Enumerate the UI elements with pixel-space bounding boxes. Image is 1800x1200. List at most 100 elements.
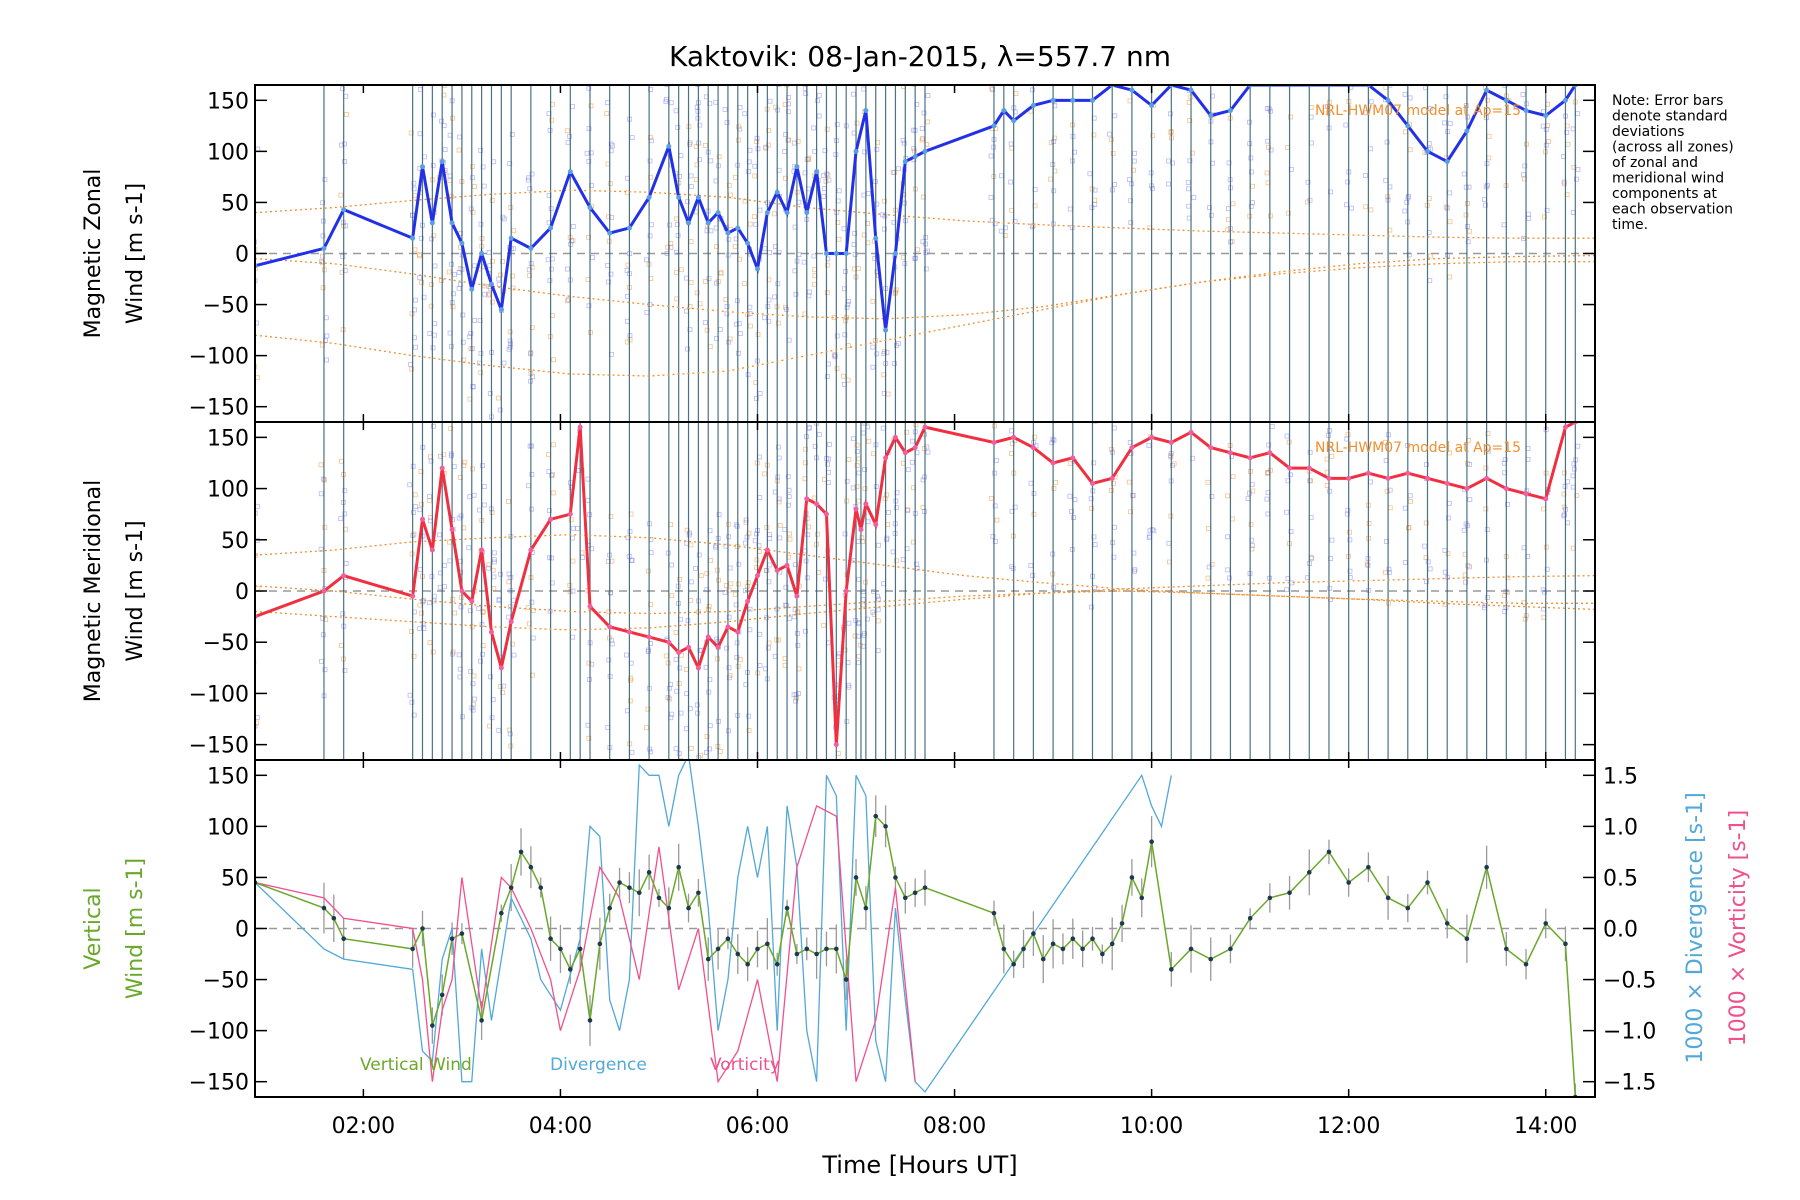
- wind-point: [755, 266, 760, 272]
- vertical-wind-point: [883, 824, 888, 829]
- wind-point: [1090, 480, 1095, 486]
- zone-sample-point: [427, 493, 432, 499]
- zone-sample-point: [486, 292, 491, 298]
- zone-sample-point: [629, 557, 635, 563]
- zone-sample-point: [586, 735, 592, 741]
- wind-point: [833, 251, 839, 256]
- zone-sample-point: [470, 384, 476, 390]
- zone-sample-point: [923, 250, 929, 256]
- zone-sample-point: [785, 474, 791, 480]
- y-tick-label: −50: [203, 294, 249, 319]
- zone-sample-point: [1266, 442, 1272, 448]
- zone-sample-point: [322, 477, 328, 483]
- wind-point: [508, 235, 514, 241]
- zone-sample-point: [646, 568, 651, 574]
- zone-sample-point: [478, 147, 484, 153]
- wind-point: [922, 424, 928, 430]
- zone-sample-point: [1463, 184, 1469, 190]
- zone-sample-point: [442, 147, 448, 153]
- wind-point: [794, 593, 800, 599]
- zone-sample-point: [1564, 129, 1570, 135]
- wind-point: [686, 644, 692, 650]
- model-curve: [255, 534, 1595, 604]
- wind-point: [577, 424, 583, 430]
- zone-sample-point: [840, 373, 846, 379]
- zone-sample-point: [874, 146, 880, 152]
- vertical-wind-point: [1425, 880, 1430, 885]
- zone-sample-point: [806, 289, 812, 295]
- zone-sample-point: [1402, 91, 1408, 97]
- zone-sample-point: [844, 478, 850, 484]
- zone-sample-point: [420, 621, 426, 626]
- zone-sample-point: [669, 711, 675, 717]
- vertical-wind-point: [676, 864, 681, 870]
- y-tick-label: 0: [235, 918, 249, 943]
- zone-sample-point: [460, 339, 466, 345]
- zone-sample-point: [734, 640, 740, 646]
- vertical-wind-point: [1001, 946, 1007, 952]
- zone-sample-point: [647, 233, 653, 239]
- zone-sample-point: [449, 194, 454, 199]
- wind-point: [429, 220, 435, 226]
- zone-sample-point: [448, 425, 454, 431]
- zone-sample-point: [472, 696, 477, 702]
- wind-point: [794, 164, 800, 170]
- wind-point: [1425, 148, 1430, 154]
- zone-sample-point: [685, 199, 690, 205]
- vertical-wind-point: [1090, 936, 1095, 942]
- vertical-wind-point: [1523, 961, 1529, 967]
- note-line: time.: [1612, 217, 1648, 233]
- zone-sample-point: [1030, 573, 1036, 578]
- vertical-wind-point: [824, 946, 829, 952]
- zone-sample-point: [1363, 204, 1369, 210]
- zone-sample-point: [1422, 543, 1428, 549]
- zone-sample-point: [1266, 106, 1272, 112]
- zone-sample-point: [1562, 512, 1568, 518]
- vertical-wind-point: [843, 977, 849, 982]
- wind-point: [991, 123, 997, 129]
- zone-sample-point: [1029, 224, 1035, 230]
- zone-sample-point: [1445, 551, 1451, 557]
- zone-sample-point: [472, 184, 477, 189]
- zone-sample-point: [1327, 488, 1333, 494]
- note-line: components at: [1612, 186, 1718, 202]
- wind-point: [804, 210, 810, 216]
- zone-sample-point: [421, 626, 427, 631]
- zone-sample-point: [608, 514, 614, 519]
- vertical-wind-point: [331, 915, 337, 921]
- zone-sample-point: [411, 509, 416, 515]
- zone-sample-point: [529, 506, 535, 512]
- zone-sample-point: [340, 254, 346, 259]
- zone-sample-point: [450, 304, 456, 310]
- vertical-wind-point: [1050, 941, 1056, 947]
- zone-sample-point: [988, 194, 994, 200]
- zone-sample-point: [1427, 566, 1433, 572]
- zone-sample-point: [1542, 214, 1547, 220]
- zone-sample-point: [429, 236, 435, 242]
- y-tick-label: 100: [207, 478, 249, 503]
- vertical-wind-point: [774, 961, 780, 967]
- vertical-wind-point: [558, 946, 563, 952]
- vertical-wind-point: [587, 1018, 593, 1023]
- zone-sample-point: [1110, 151, 1116, 156]
- zone-sample-point: [1185, 186, 1191, 192]
- zone-sample-point: [1423, 520, 1429, 526]
- y-tick-label: 0: [235, 243, 249, 268]
- zone-sample-point: [765, 645, 771, 651]
- zone-sample-point: [1561, 504, 1567, 510]
- zone-sample-point: [665, 244, 671, 250]
- zone-sample-point: [1349, 205, 1354, 211]
- y-tick-label: 50: [221, 529, 249, 554]
- wind-point: [912, 153, 918, 159]
- zone-sample-point: [1249, 169, 1254, 175]
- vertical-wind-point: [784, 905, 790, 911]
- wind-point: [488, 281, 494, 287]
- wind-point: [823, 251, 829, 256]
- zone-sample-point: [1402, 208, 1408, 214]
- zone-sample-point: [754, 531, 759, 537]
- wind-point: [715, 210, 721, 216]
- zone-sample-point: [446, 269, 452, 275]
- zone-sample-point: [767, 98, 773, 104]
- zone-sample-point: [859, 535, 865, 541]
- zone-sample-point: [468, 669, 474, 674]
